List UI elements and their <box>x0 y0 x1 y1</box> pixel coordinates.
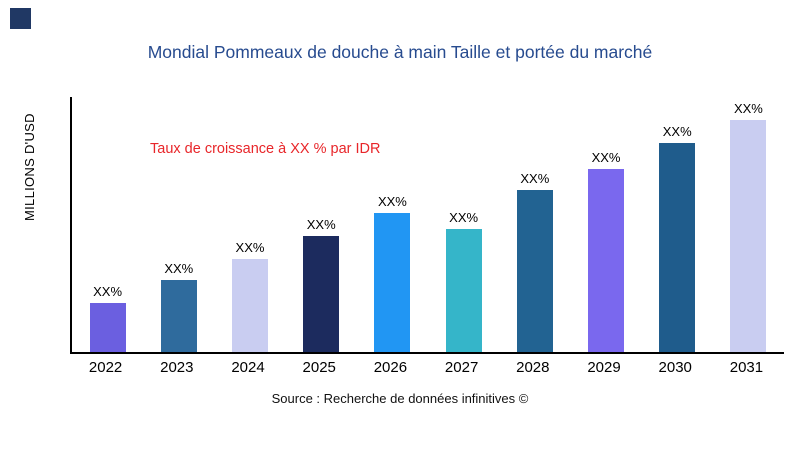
x-tick-2022: 2022 <box>88 359 123 376</box>
bar-slot-2028: XX% <box>499 171 570 352</box>
x-tick-2026: 2026 <box>373 359 408 376</box>
x-tick-2031: 2031 <box>729 359 764 376</box>
x-tick-2024: 2024 <box>231 359 265 376</box>
x-tick-2027: 2027 <box>444 359 479 376</box>
bar-slot-2030: XX% <box>642 124 713 352</box>
bar-value-label-2031: XX% <box>733 101 763 116</box>
bar-2030 <box>659 143 696 352</box>
bar-2028 <box>516 189 553 352</box>
bar-slot-2026: XX% <box>357 194 428 352</box>
x-tick-2029: 2029 <box>587 359 621 376</box>
bar-2025 <box>303 236 340 352</box>
x-axis-ticks: 2022 2023 2024 2025 2026 2027 2028 2029 2030 2031 <box>70 359 782 376</box>
bar-slot-2022: XX% <box>72 284 143 352</box>
bar-value-label-2026: XX% <box>377 193 407 209</box>
source-caption: Source : Recherche de données infinitive… <box>271 391 529 406</box>
x-tick-2023: 2023 <box>160 359 194 376</box>
plot-area: Taux de croissance à XX % par IDR XX% XX%… <box>70 97 784 354</box>
brand-square <box>10 8 31 29</box>
bar-2026 <box>374 212 411 352</box>
bar-2031 <box>730 120 767 352</box>
bar-2024 <box>232 259 268 352</box>
bar-value-label-2023: XX% <box>164 261 194 277</box>
bar-2022 <box>89 303 126 352</box>
x-tick-2030: 2030 <box>658 359 692 376</box>
bars: XX% XX% XX% XX% XX% XX% XX% XX% XX% XX% <box>72 97 784 352</box>
bar-2027 <box>445 229 482 352</box>
bar-slot-2025: XX% <box>286 217 357 352</box>
bar-value-label-2022: XX% <box>93 284 123 300</box>
bar-value-label-2024: XX% <box>235 240 265 256</box>
bar-slot-2031: XX% <box>713 101 784 352</box>
chart-title: Mondial Pommeaux de douche à main Taille… <box>147 42 653 62</box>
growth-rate-annotation: Taux de croissance à XX % par IDR <box>150 141 381 157</box>
x-tick-2025: 2025 <box>302 359 336 376</box>
bar-slot-2024: XX% <box>214 240 285 352</box>
bar-2029 <box>588 168 625 352</box>
bar-value-label-2028: XX% <box>520 170 550 186</box>
bar-value-label-2027: XX% <box>449 210 479 226</box>
bar-value-label-2025: XX% <box>306 217 336 232</box>
bar-2023 <box>160 280 197 352</box>
y-axis-label: MILLIONS D'USD <box>22 113 37 221</box>
x-tick-2028: 2028 <box>516 359 550 376</box>
bar-slot-2027: XX% <box>428 210 499 352</box>
bar-slot-2023: XX% <box>143 261 214 352</box>
bar-value-label-2030: XX% <box>662 124 692 140</box>
bar-slot-2029: XX% <box>570 150 641 352</box>
bar-value-label-2029: XX% <box>591 149 621 165</box>
